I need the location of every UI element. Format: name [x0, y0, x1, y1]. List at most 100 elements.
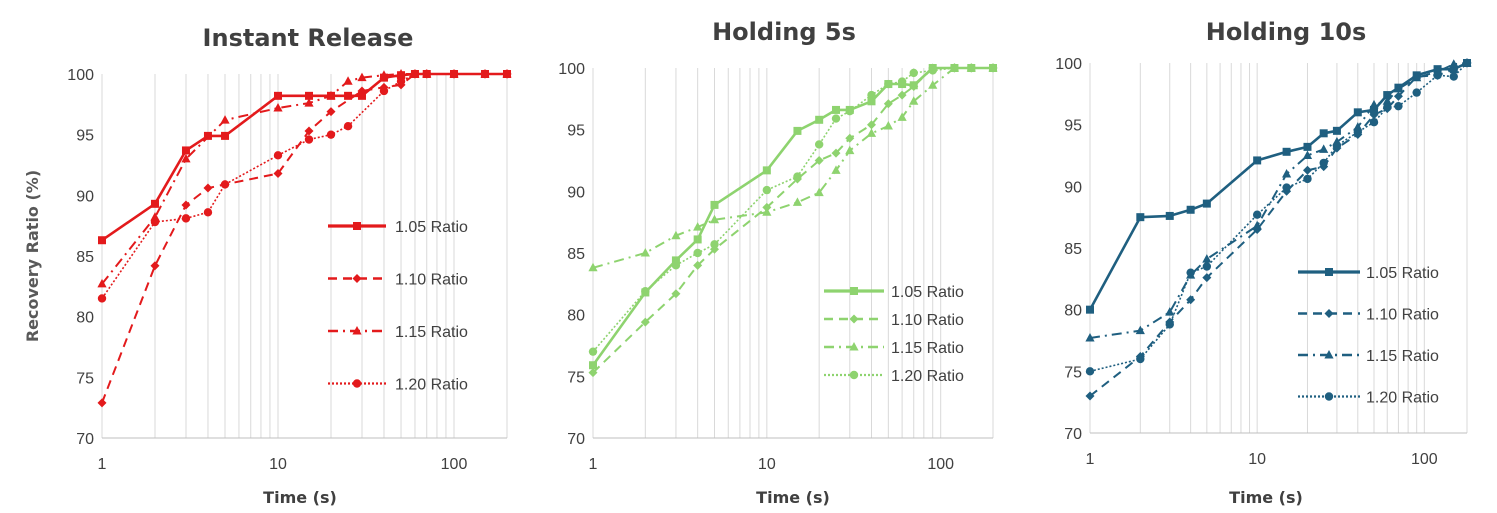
- series-1-20-ratio: [97, 69, 512, 303]
- data-point: [1412, 72, 1422, 82]
- series-line: [1089, 62, 1468, 373]
- data-point: [831, 114, 841, 123]
- data-point: [1382, 96, 1392, 105]
- legend-marker: [1324, 392, 1334, 401]
- y-tick-label: 100: [67, 67, 94, 84]
- legend-item: 1.10 Ratio: [824, 312, 964, 329]
- y-tick-label: 80: [76, 310, 94, 327]
- data-point: [304, 126, 314, 136]
- legend-marker: [353, 222, 361, 230]
- data-point: [1353, 108, 1362, 117]
- x-tick-label: 100: [1411, 451, 1438, 468]
- series-line: [1089, 62, 1468, 339]
- legend-label: 1.10 Ratio: [891, 312, 964, 329]
- data-point: [502, 69, 512, 79]
- data-point: [671, 230, 681, 240]
- y-tick-label: 70: [567, 431, 585, 448]
- data-point: [693, 260, 703, 270]
- y-tick-label: 95: [567, 123, 585, 140]
- data-point: [1319, 144, 1329, 153]
- data-point: [1252, 210, 1262, 219]
- data-point: [928, 80, 938, 89]
- data-point: [1412, 88, 1421, 97]
- data-point: [449, 69, 459, 79]
- legend-marker: [1325, 268, 1333, 276]
- legend-marker: [850, 287, 858, 295]
- data-point: [379, 86, 389, 96]
- data-point: [1462, 58, 1472, 68]
- data-point: [762, 185, 772, 195]
- legend-label: 1.05 Ratio: [891, 284, 964, 301]
- data-point: [845, 106, 854, 116]
- data-point: [1303, 142, 1312, 151]
- data-point: [671, 261, 681, 270]
- data-point: [845, 145, 855, 155]
- data-point: [1186, 268, 1195, 277]
- legend-label: 1.20 Ratio: [1366, 390, 1439, 407]
- data-point: [97, 278, 107, 288]
- data-point: [410, 69, 420, 79]
- data-point: [1165, 307, 1175, 316]
- data-point: [181, 146, 190, 155]
- data-point: [866, 120, 876, 130]
- data-point: [831, 165, 841, 174]
- legend: 1.05 Ratio 1.10 Ratio 1.15 Ratio 1.20 Ratio: [1298, 265, 1439, 407]
- y-tick-label: 85: [1064, 241, 1082, 258]
- x-tick-label: 10: [758, 456, 776, 473]
- data-point: [693, 248, 702, 258]
- data-point: [181, 214, 191, 223]
- data-point: [588, 262, 598, 272]
- y-tick-label: 100: [558, 61, 585, 78]
- data-point: [1165, 320, 1174, 329]
- legend-item: 1.15 Ratio: [328, 324, 468, 341]
- data-point: [762, 207, 772, 216]
- data-point: [305, 91, 314, 100]
- data-point: [693, 222, 703, 231]
- series-1-15-ratio: [1085, 58, 1472, 342]
- data-point: [1202, 199, 1211, 208]
- data-point: [150, 261, 160, 271]
- legend: 1.05 Ratio 1.10 Ratio 1.15 Ratio 1.20 Ratio: [328, 219, 468, 394]
- data-point: [1369, 110, 1379, 120]
- legend-label: 1.10 Ratio: [395, 272, 468, 289]
- data-point: [1252, 220, 1262, 230]
- data-point: [273, 151, 283, 160]
- data-point: [793, 172, 802, 181]
- series-1-10-ratio: [97, 69, 512, 408]
- legend-item: 1.05 Ratio: [824, 284, 964, 301]
- data-point: [1369, 118, 1379, 127]
- y-tick-label: 100: [1055, 56, 1082, 73]
- data-point: [883, 99, 893, 109]
- data-point: [1369, 99, 1379, 109]
- y-tick-label: 85: [76, 249, 94, 266]
- legend-item: 1.05 Ratio: [328, 219, 468, 236]
- series-1-10-ratio: [588, 63, 998, 378]
- y-tick-label: 70: [76, 431, 94, 448]
- data-point: [379, 70, 389, 79]
- legend-label: 1.15 Ratio: [891, 340, 964, 357]
- data-point: [589, 361, 597, 370]
- data-point: [98, 236, 106, 245]
- data-point: [97, 398, 107, 408]
- data-point: [1433, 71, 1442, 80]
- legend: 1.05 Ratio 1.10 Ratio 1.15 Ratio 1.20 Ratio: [824, 284, 964, 385]
- data-point: [343, 76, 353, 85]
- y-tick-label: 90: [567, 184, 585, 201]
- y-tick-label: 80: [567, 308, 585, 325]
- data-point: [480, 69, 490, 79]
- data-point: [1086, 305, 1094, 314]
- data-point: [693, 235, 702, 244]
- data-point: [845, 133, 855, 143]
- data-point: [1136, 354, 1145, 364]
- data-point: [814, 187, 824, 197]
- data-point: [1332, 126, 1341, 135]
- data-point: [1353, 127, 1363, 137]
- legend-label: 1.15 Ratio: [395, 324, 468, 341]
- y-tick-label: 75: [567, 369, 585, 386]
- x-axis-label: Time (s): [1229, 488, 1303, 507]
- data-point: [1393, 91, 1403, 101]
- data-point: [1332, 141, 1342, 150]
- series-1-20-ratio: [588, 63, 998, 356]
- data-point: [1085, 333, 1095, 342]
